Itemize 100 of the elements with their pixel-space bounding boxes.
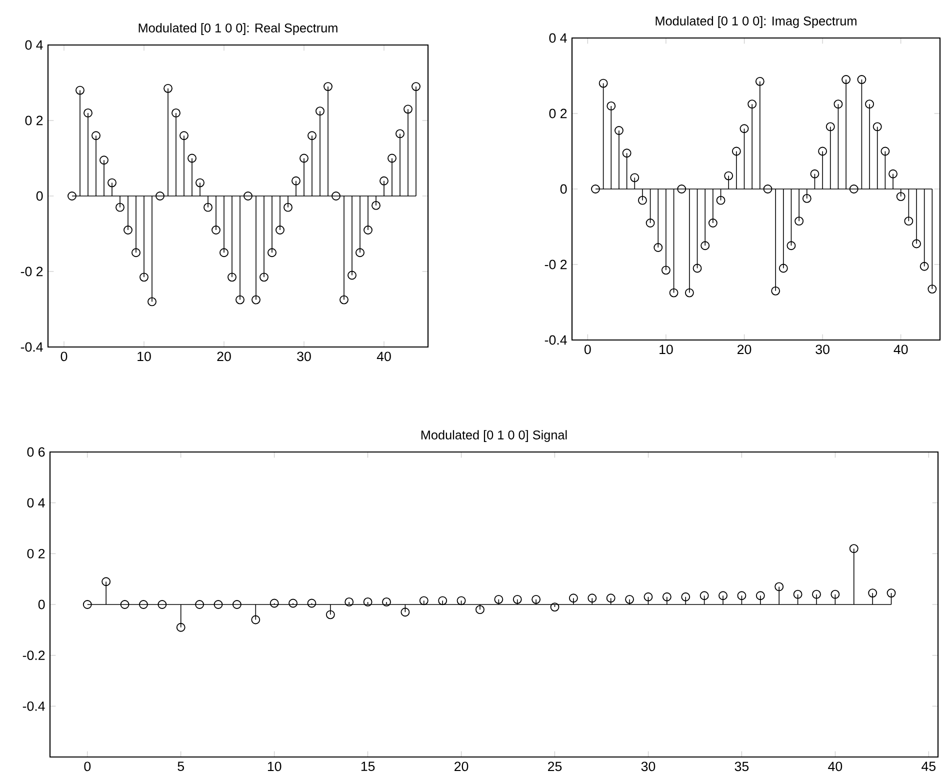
point	[212, 226, 220, 234]
point	[228, 272, 236, 282]
x-tick-label: 40	[894, 344, 908, 354]
y-tick-label: 0 2	[549, 108, 567, 118]
point	[849, 184, 858, 194]
y-tick-label: 0 2	[27, 548, 45, 558]
point	[276, 226, 284, 234]
x-tick-label: 20	[738, 344, 752, 354]
point	[692, 264, 702, 273]
point	[771, 286, 780, 296]
point	[755, 76, 764, 86]
y-tick-label: 0	[38, 600, 45, 610]
point	[164, 84, 172, 93]
point	[180, 131, 188, 140]
point	[857, 75, 866, 84]
point	[404, 104, 412, 114]
y-tick-label: 0 2	[25, 116, 43, 126]
x-tick-label: 30	[641, 762, 656, 772]
x-tick-label: 20	[454, 762, 468, 772]
point	[724, 171, 734, 180]
point	[307, 598, 316, 608]
point	[363, 597, 372, 606]
x-tick-label: 0	[584, 344, 591, 354]
point	[364, 226, 372, 234]
point	[251, 615, 260, 624]
point	[120, 600, 130, 609]
point	[669, 288, 678, 298]
point	[236, 295, 244, 304]
point	[456, 596, 466, 606]
point	[763, 184, 772, 194]
point	[868, 588, 878, 598]
point	[232, 600, 242, 609]
point	[340, 295, 348, 304]
point	[920, 262, 929, 271]
point	[316, 106, 324, 116]
chart-title: Modulated [0 1 0 0]: Imag Spectrum	[656, 16, 856, 28]
point	[382, 597, 391, 606]
point	[68, 192, 76, 200]
point	[148, 297, 156, 306]
x-tick-label: 30	[816, 344, 830, 354]
point	[252, 295, 260, 304]
point	[356, 248, 364, 258]
point	[591, 184, 600, 194]
point	[896, 192, 906, 202]
point	[244, 192, 252, 200]
point	[308, 131, 316, 140]
point	[826, 122, 835, 132]
point	[606, 594, 616, 603]
point	[622, 148, 632, 158]
point	[284, 202, 292, 212]
point	[100, 156, 108, 165]
point	[700, 241, 710, 250]
point	[588, 594, 597, 603]
point	[681, 592, 690, 602]
point	[818, 146, 828, 156]
point	[625, 594, 634, 604]
point	[888, 169, 898, 178]
point	[630, 173, 640, 182]
point	[638, 196, 647, 205]
point	[737, 591, 746, 600]
point	[756, 591, 765, 600]
point	[172, 108, 180, 118]
point	[124, 226, 132, 234]
point	[842, 75, 851, 84]
point	[324, 82, 332, 91]
point	[400, 608, 410, 617]
point	[196, 178, 204, 188]
point	[606, 101, 616, 110]
x-tick-label: 0	[84, 762, 91, 772]
point	[419, 596, 428, 606]
point	[830, 590, 840, 599]
x-tick-label: 40	[376, 352, 391, 362]
point	[550, 602, 560, 612]
point	[532, 594, 541, 604]
point	[82, 600, 92, 609]
point	[108, 178, 116, 188]
y-tick-label: -0.4	[20, 342, 43, 352]
point	[76, 86, 84, 95]
y-tick-label: -0.4	[22, 701, 45, 711]
point	[102, 577, 111, 586]
point	[716, 196, 726, 205]
point	[156, 192, 164, 200]
point	[654, 243, 663, 252]
point	[646, 218, 655, 228]
x-tick-label: 0	[60, 352, 68, 362]
point	[372, 200, 380, 210]
x-tick-label: 5	[178, 762, 184, 772]
y-tick-label: 0	[560, 184, 567, 194]
point	[158, 600, 167, 609]
point	[748, 100, 757, 109]
point	[380, 176, 388, 186]
point	[810, 169, 820, 178]
point	[644, 592, 653, 602]
point	[912, 239, 921, 248]
y-tick-label: -0 2	[20, 266, 43, 276]
chart-title: Modulated [0 1 0 0] Signal	[421, 430, 567, 442]
point	[614, 126, 624, 135]
point	[438, 596, 448, 606]
point	[396, 129, 404, 138]
x-tick-label: 40	[828, 762, 842, 772]
